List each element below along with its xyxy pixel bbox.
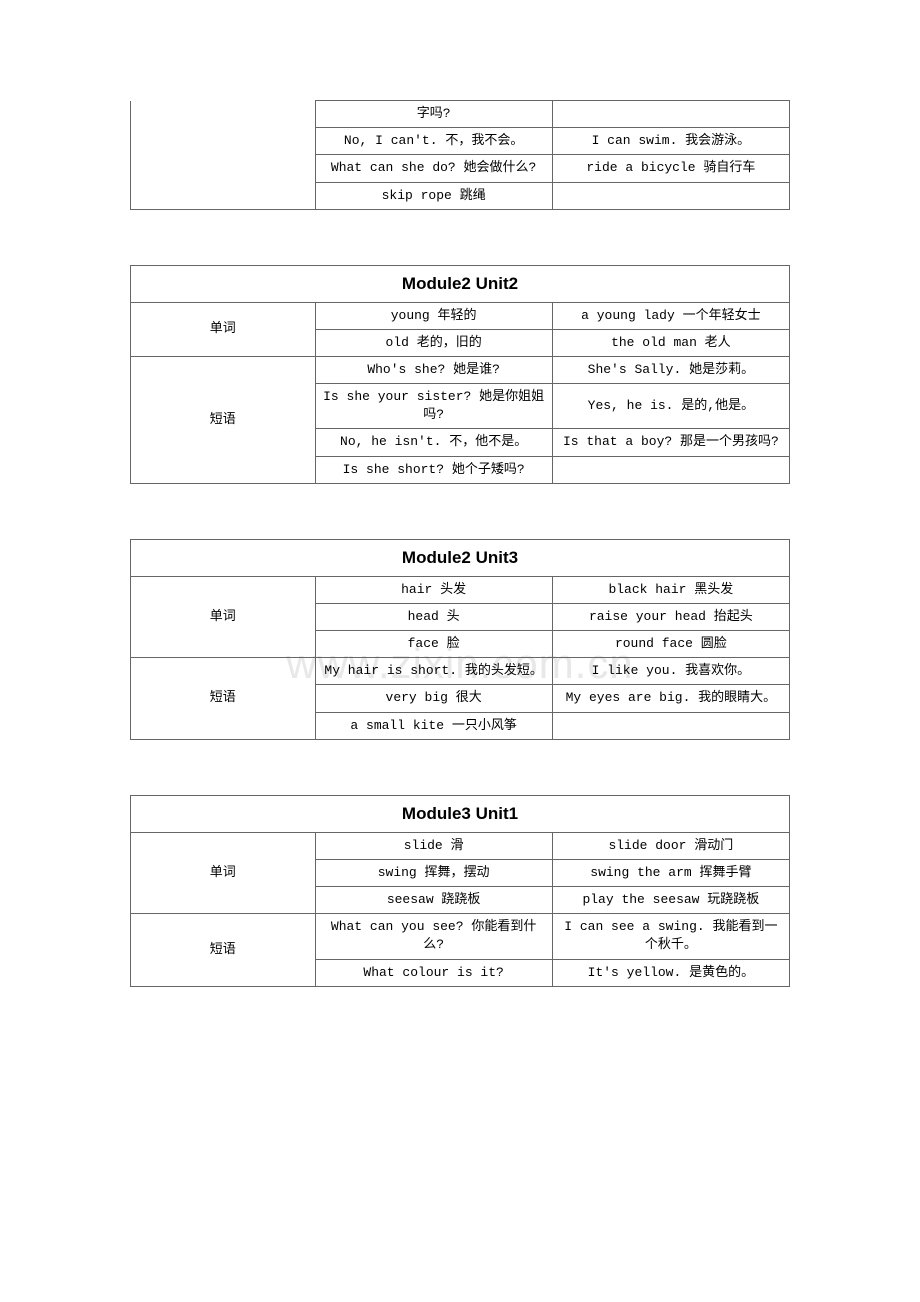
cell: Who's she? 她是谁? <box>315 356 552 383</box>
cell: black hair 黑头发 <box>552 576 789 603</box>
cell: I can swim. 我会游泳。 <box>552 128 789 155</box>
group-label: 短语 <box>131 914 316 987</box>
cell: very big 很大 <box>315 685 552 712</box>
table-title-row: Module2 Unit3 <box>131 539 790 576</box>
cell: head 头 <box>315 603 552 630</box>
table-row: 单词 slide 滑 slide door 滑动门 <box>131 832 790 859</box>
cell: slide 滑 <box>315 832 552 859</box>
group-label: 单词 <box>131 576 316 658</box>
cell <box>552 712 789 739</box>
cell: seesaw 跷跷板 <box>315 886 552 913</box>
cell: My eyes are big. 我的眼睛大。 <box>552 685 789 712</box>
cell: round face 圆脸 <box>552 631 789 658</box>
cell: What colour is it? <box>315 959 552 986</box>
cell: raise your head 抬起头 <box>552 603 789 630</box>
table-fragment-top: 字吗? No, I can't. 不，我不会。 I can swim. 我会游泳… <box>130 100 790 210</box>
cell: She's Sally. 她是莎莉。 <box>552 356 789 383</box>
table-row: 单词 young 年轻的 a young lady 一个年轻女士 <box>131 302 790 329</box>
cell: ride a bicycle 骑自行车 <box>552 155 789 182</box>
cell: I like you. 我喜欢你。 <box>552 658 789 685</box>
table-row: 短语 What can you see? 你能看到什么? I can see a… <box>131 914 790 959</box>
cell: skip rope 跳绳 <box>315 182 552 209</box>
cell: I can see a swing. 我能看到一个秋千。 <box>552 914 789 959</box>
cell: What can she do? 她会做什么? <box>315 155 552 182</box>
cell: No, he isn't. 不，他不是。 <box>315 429 552 456</box>
cell: Is she short? 她个子矮吗? <box>315 456 552 483</box>
cell: swing 挥舞，摆动 <box>315 859 552 886</box>
cell: No, I can't. 不，我不会。 <box>315 128 552 155</box>
cell: Yes, he is. 是的,他是。 <box>552 384 789 429</box>
table-row: 字吗? <box>131 101 790 128</box>
group-label: 单词 <box>131 832 316 914</box>
cell: Is she your sister? 她是你姐姐吗? <box>315 384 552 429</box>
table-row: 短语 Who's she? 她是谁? She's Sally. 她是莎莉。 <box>131 356 790 383</box>
cell <box>552 101 789 128</box>
cell: swing the arm 挥舞手臂 <box>552 859 789 886</box>
cell: slide door 滑动门 <box>552 832 789 859</box>
cell: young 年轻的 <box>315 302 552 329</box>
table-title: Module2 Unit3 <box>131 539 790 576</box>
group-label: 短语 <box>131 658 316 740</box>
cell: Is that a boy? 那是一个男孩吗? <box>552 429 789 456</box>
cell: a young lady 一个年轻女士 <box>552 302 789 329</box>
table-row: 单词 hair 头发 black hair 黑头发 <box>131 576 790 603</box>
table-title-row: Module3 Unit1 <box>131 795 790 832</box>
cell: the old man 老人 <box>552 329 789 356</box>
table-title: Module2 Unit2 <box>131 265 790 302</box>
cell: old 老的，旧的 <box>315 329 552 356</box>
cell: play the seesaw 玩跷跷板 <box>552 886 789 913</box>
cell: hair 头发 <box>315 576 552 603</box>
table-title: Module3 Unit1 <box>131 795 790 832</box>
cell: My hair is short. 我的头发短。 <box>315 658 552 685</box>
table-title-row: Module2 Unit2 <box>131 265 790 302</box>
cell: 字吗? <box>315 101 552 128</box>
cell <box>552 456 789 483</box>
cell <box>552 182 789 209</box>
table-module3-unit1: Module3 Unit1 单词 slide 滑 slide door 滑动门 … <box>130 795 790 987</box>
group-label: 短语 <box>131 356 316 483</box>
group-label: 单词 <box>131 302 316 356</box>
cell: What can you see? 你能看到什么? <box>315 914 552 959</box>
cell: face 脸 <box>315 631 552 658</box>
table-row: 短语 My hair is short. 我的头发短。 I like you. … <box>131 658 790 685</box>
cell: It's yellow. 是黄色的。 <box>552 959 789 986</box>
table-module2-unit2: Module2 Unit2 单词 young 年轻的 a young lady … <box>130 265 790 484</box>
cell: a small kite 一只小风筝 <box>315 712 552 739</box>
table-module2-unit3: Module2 Unit3 单词 hair 头发 black hair 黑头发 … <box>130 539 790 740</box>
